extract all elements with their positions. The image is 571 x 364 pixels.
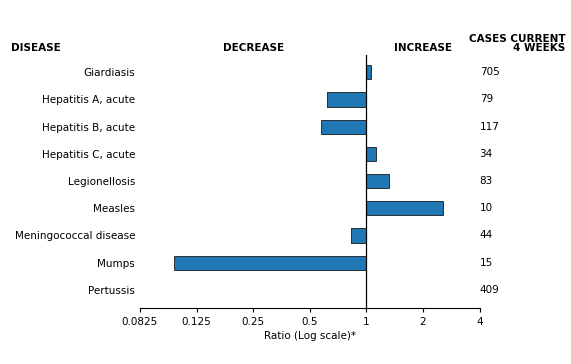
Text: 79: 79 — [480, 95, 493, 104]
Text: 83: 83 — [480, 176, 493, 186]
X-axis label: Ratio (Log scale)*: Ratio (Log scale)* — [264, 331, 356, 341]
Text: 34: 34 — [480, 149, 493, 159]
Bar — [367, 147, 376, 161]
Bar — [367, 201, 443, 215]
Bar — [174, 256, 367, 270]
Bar — [367, 174, 389, 188]
Text: 4 WEEKS: 4 WEEKS — [513, 43, 565, 53]
Text: 705: 705 — [480, 67, 500, 77]
Bar — [321, 120, 367, 134]
Bar — [327, 92, 367, 107]
Bar — [367, 65, 371, 79]
Text: CASES CURRENT: CASES CURRENT — [469, 34, 565, 44]
Text: DECREASE: DECREASE — [223, 43, 284, 53]
Text: INCREASE: INCREASE — [394, 43, 452, 53]
Text: 15: 15 — [480, 258, 493, 268]
Bar — [351, 229, 367, 242]
Text: 409: 409 — [480, 285, 500, 295]
Text: 10: 10 — [480, 203, 493, 213]
Text: DISEASE: DISEASE — [11, 43, 61, 53]
Text: 44: 44 — [480, 230, 493, 241]
Text: 117: 117 — [480, 122, 500, 132]
